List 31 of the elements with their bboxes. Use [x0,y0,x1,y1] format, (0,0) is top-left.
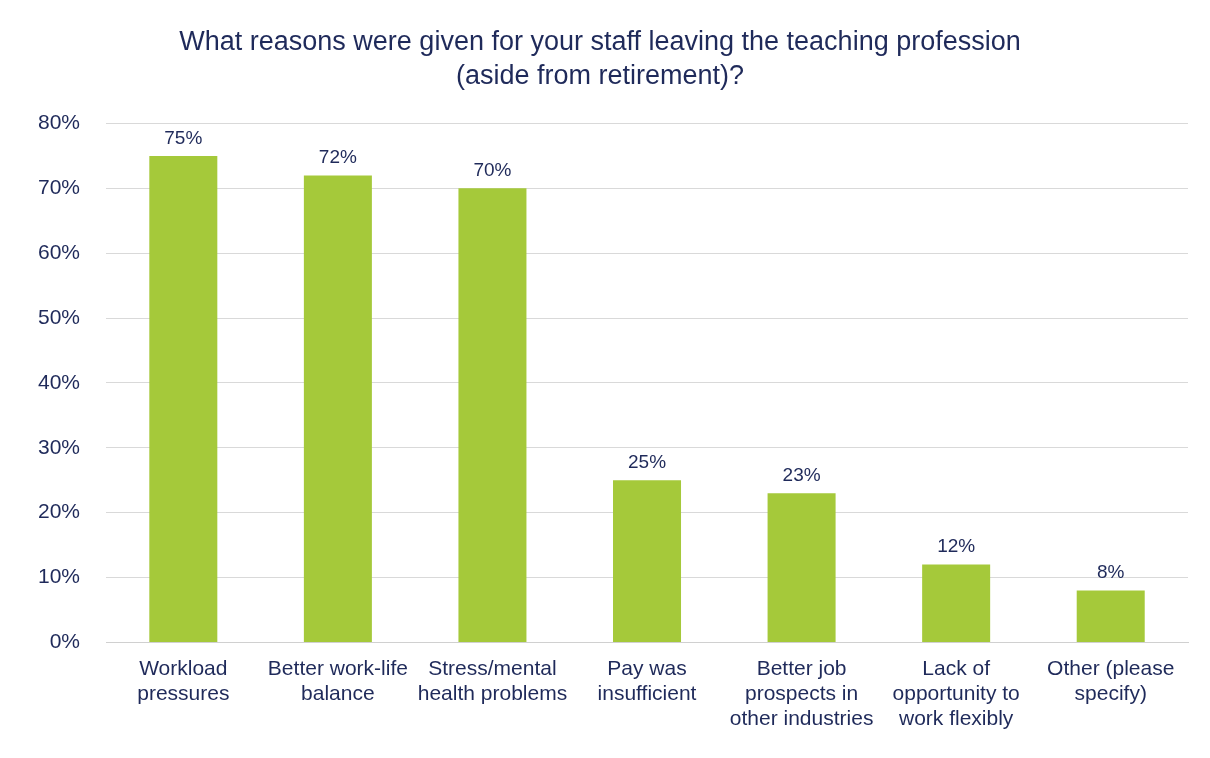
x-tick-label: Stress/mental health problems [417,655,568,704]
y-tick-label: 60% [38,240,81,264]
x-tick-label: Workload pressures [137,655,230,704]
bar [767,493,836,642]
data-label: 25% [628,450,667,472]
x-tick-label: Other (please specify) [1047,655,1175,704]
data-label: 75% [164,126,203,148]
y-tick-label: 30% [38,434,81,458]
data-label: 12% [937,535,976,557]
y-tick-label: 10% [38,564,81,588]
x-tick-label: Better job prospects in other industries [729,655,874,730]
x-tick-label: Better work-life balance [267,655,408,704]
data-label: 72% [318,146,357,168]
bar [922,564,991,642]
y-tick-label: 50% [38,304,81,328]
y-tick-label: 80% [38,110,81,134]
data-label: 23% [782,463,821,485]
y-tick-label: 70% [38,175,81,199]
bar [1076,590,1145,642]
bar [149,155,218,642]
y-tick-label: 0% [49,629,81,653]
y-tick-label: 20% [38,499,81,523]
y-tick-label: 40% [38,369,81,393]
bar [613,480,682,642]
data-label: 70% [473,159,512,181]
x-tick-label: Pay was insufficient [597,655,697,704]
x-tick-label: Lack of opportunity to work flexibly [892,655,1020,730]
chart-title: What reasons were given for your staff leaving the teaching profession (aside from retirement)? [179,26,1021,91]
data-label: 8% [1096,561,1125,583]
bar [303,175,372,642]
bar [458,188,527,642]
